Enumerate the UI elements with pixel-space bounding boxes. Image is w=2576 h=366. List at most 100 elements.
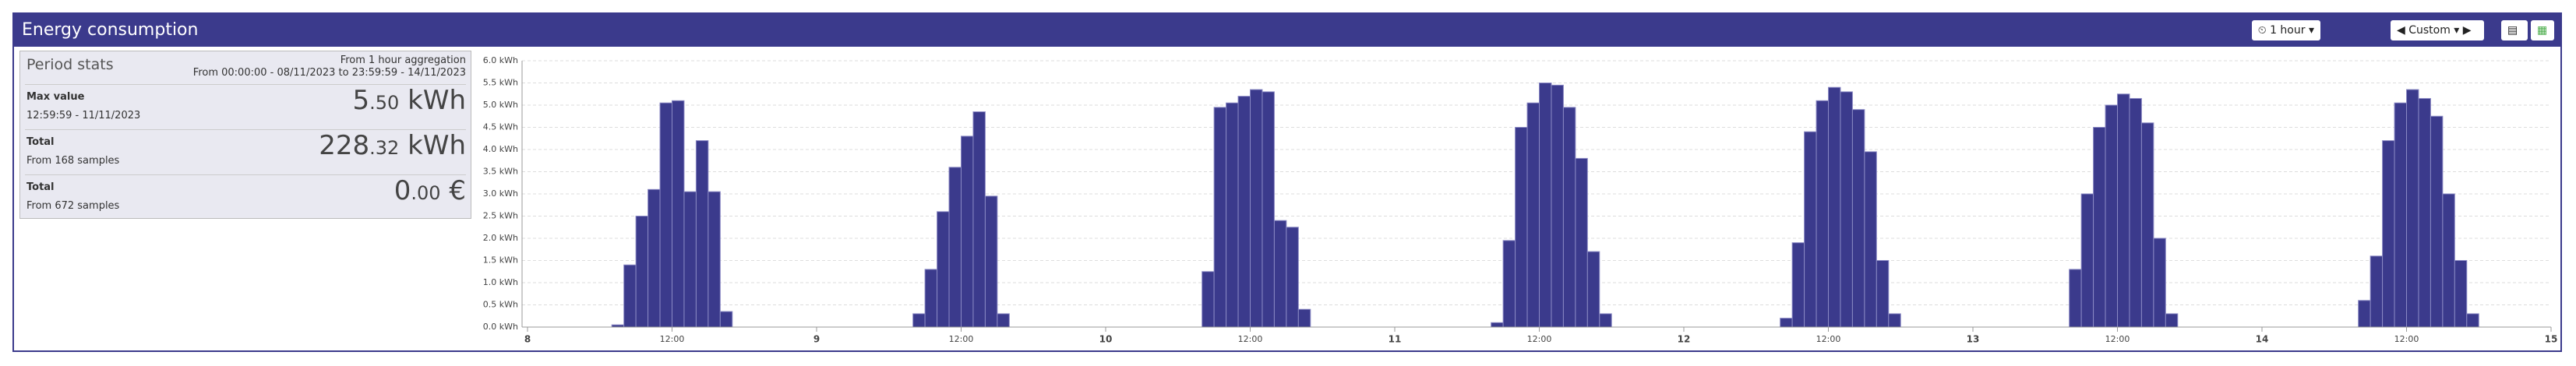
bar <box>2418 97 2431 328</box>
stats-title: Period stats <box>26 56 114 73</box>
y-tick-label: 6.0 kWh <box>483 55 518 65</box>
x-tick-label: 12 <box>1678 334 1691 345</box>
grid-button[interactable]: ▦ <box>2531 20 2554 40</box>
bar <box>1250 89 1263 328</box>
bar <box>2454 260 2468 328</box>
bar <box>1816 100 1830 328</box>
stat-item: Max value 12:59:59 - 11/11/2023 5.50 kWh <box>25 84 466 130</box>
interval-label: 1 hour <box>2270 24 2306 37</box>
bar <box>1262 91 1275 328</box>
bar <box>2069 269 2082 328</box>
aggregation: From 1 hour aggregation <box>340 55 466 66</box>
bar <box>1515 127 1528 328</box>
bar <box>1586 251 1600 328</box>
bar <box>961 135 974 328</box>
bar <box>2105 104 2119 328</box>
bar <box>972 111 986 328</box>
y-tick-label: 1.0 kWh <box>483 277 518 287</box>
bar <box>719 311 733 328</box>
stat-label: Total <box>26 181 55 193</box>
bar <box>672 100 685 328</box>
bar <box>1237 96 1251 328</box>
x-tick-label: 9 <box>813 334 820 345</box>
bar <box>1864 151 1877 328</box>
x-tick-label: 12:00 <box>1816 334 1841 344</box>
bar <box>948 167 962 328</box>
stat-int: 228 <box>319 130 370 161</box>
bar <box>2466 313 2479 328</box>
widget: Energy consumption ⏲ 1 hour ▾ ◀ Custom ▾… <box>12 12 2562 352</box>
y-tick-label: 0.5 kWh <box>483 300 518 310</box>
stat-value: 0.00 € <box>394 175 466 206</box>
bar <box>708 191 721 328</box>
stat-unit: kWh <box>408 85 466 116</box>
y-tick-label: 2.5 kWh <box>483 211 518 221</box>
x-tick-label: 14 <box>2256 334 2269 345</box>
bar <box>2430 115 2444 328</box>
stat-unit: kWh <box>408 130 466 161</box>
bar <box>2165 313 2179 328</box>
y-tick-label: 5.0 kWh <box>483 100 518 110</box>
x-tick-label: 12:00 <box>949 334 974 344</box>
export-button[interactable]: ▤ <box>2501 20 2528 40</box>
range-label: Custom <box>2408 24 2451 37</box>
bar <box>1840 91 1853 328</box>
stat-dec: .32 <box>369 137 400 159</box>
bar <box>1888 313 1901 328</box>
bar <box>1491 322 1504 328</box>
bar <box>1876 260 1890 328</box>
stat-label: Total <box>26 136 55 148</box>
bar <box>1297 308 1311 328</box>
bar <box>659 102 673 328</box>
bar <box>2406 89 2419 328</box>
stat-sub: 12:59:59 - 11/11/2023 <box>26 110 141 121</box>
y-tick-label: 3.5 kWh <box>483 167 518 177</box>
x-tick-label: 13 <box>1967 334 1980 345</box>
header: Energy consumption ⏲ 1 hour ▾ ◀ Custom ▾… <box>14 14 2560 47</box>
bar <box>997 313 1010 328</box>
bar <box>1213 107 1227 328</box>
bar <box>1539 83 1552 328</box>
bar <box>1202 271 1215 328</box>
stat-item: Total From 168 samples 228.32 kWh <box>25 129 466 175</box>
range-select[interactable]: ◀ Custom ▾ ▶ <box>2391 20 2484 40</box>
bar <box>1791 242 1805 328</box>
stat-int: 5 <box>352 85 370 116</box>
bar <box>2382 140 2395 328</box>
bar <box>2117 93 2130 328</box>
x-tick-label: 12:00 <box>1527 334 1552 344</box>
bar <box>1526 102 1540 328</box>
stat-dec: .00 <box>411 182 441 204</box>
bar <box>2093 127 2106 328</box>
stat-sub: From 168 samples <box>26 155 120 167</box>
stat-unit: € <box>449 175 466 206</box>
x-tick-label: 12:00 <box>2105 334 2130 344</box>
bar <box>1273 220 1287 328</box>
stat-label: Max value <box>26 91 85 103</box>
y-tick-label: 0.0 kWh <box>483 322 518 332</box>
bar <box>1286 227 1299 328</box>
y-tick-label: 2.0 kWh <box>483 233 518 243</box>
bar <box>924 269 938 328</box>
bar <box>695 140 709 328</box>
bar <box>683 191 697 328</box>
bar <box>912 313 926 328</box>
widget-title: Energy consumption <box>22 20 199 40</box>
y-tick-label: 1.5 kWh <box>483 255 518 266</box>
bar <box>1575 157 1588 328</box>
x-tick-label: 15 <box>2545 334 2558 345</box>
period: From 00:00:00 - 08/11/2023 to 23:59:59 -… <box>192 67 466 79</box>
bar <box>2394 102 2408 328</box>
bar <box>2140 122 2154 328</box>
stat-value: 228.32 kWh <box>319 130 466 161</box>
bar <box>2080 193 2094 328</box>
y-tick-label: 3.0 kWh <box>483 188 518 199</box>
bar <box>984 195 998 328</box>
bar <box>1804 131 1817 328</box>
bar <box>1562 107 1576 328</box>
interval-select[interactable]: ⏲ 1 hour ▾ <box>2251 20 2320 40</box>
stat-sub: From 672 samples <box>26 200 120 212</box>
bar <box>1599 313 1612 328</box>
bar <box>2153 238 2166 328</box>
